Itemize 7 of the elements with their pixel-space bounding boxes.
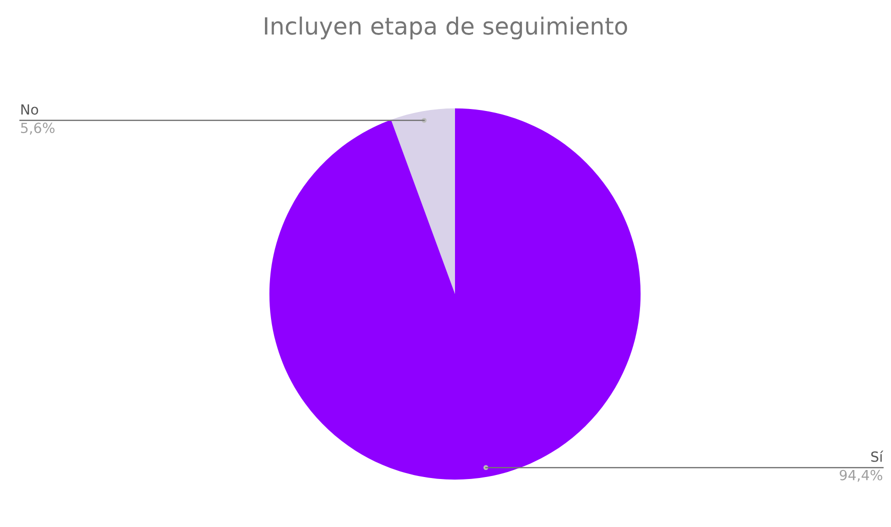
data-label: 94,4% — [840, 470, 882, 482]
pie-slice — [269, 108, 641, 480]
slice-label: Sí — [871, 450, 884, 462]
chart-title: Incluyen etapa de seguimiento — [264, 16, 628, 40]
pie-slice — [391, 108, 455, 294]
data-label: 5,6% — [21, 122, 55, 135]
slice-label: No — [21, 104, 38, 115]
